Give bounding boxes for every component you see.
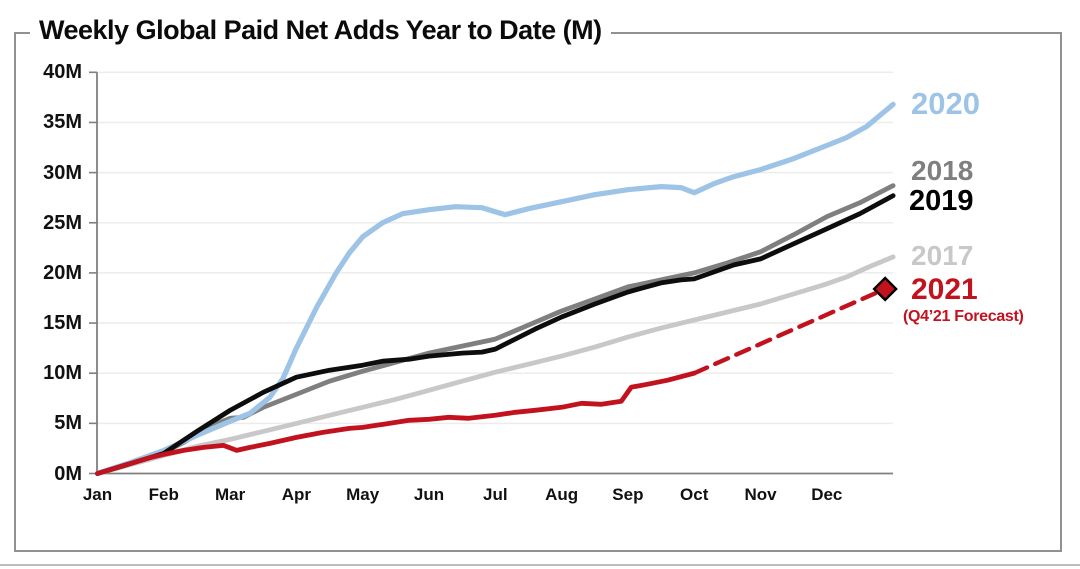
x-axis-tick-label: Jan	[82, 485, 113, 504]
y-axis-tick-label: 35M	[43, 111, 82, 134]
x-axis-tick-label: Feb	[148, 485, 179, 504]
y-axis-tick-label: 15M	[43, 312, 82, 335]
forecast-diamond-marker	[872, 276, 898, 302]
x-axis-tick-label: Jul	[483, 485, 508, 504]
y-axis-tick-label: 25M	[43, 211, 82, 234]
y-axis-tick-label: 30M	[43, 161, 82, 184]
series-line-2017	[95, 254, 896, 476]
series-line-2019	[95, 193, 896, 476]
series-line-2021	[95, 370, 697, 476]
x-axis-tick-label: Oct	[680, 485, 709, 504]
y-axis-tick-label: 40M	[43, 61, 82, 84]
y-axis-tick-label: 0M	[54, 462, 82, 485]
x-axis-tick-label: Mar	[214, 485, 246, 504]
x-axis-tick-label: Jun	[413, 485, 445, 504]
x-axis-tick-label: Sep	[612, 485, 644, 504]
x-axis-tick-label: May	[346, 485, 380, 504]
x-axis-tick-label: Aug	[545, 485, 579, 504]
y-axis-tick-label: 20M	[43, 261, 82, 284]
y-axis-tick-label: 10M	[43, 362, 82, 385]
x-axis-tick-label: Apr	[281, 485, 312, 504]
series-line-2021-forecast	[692, 286, 888, 376]
x-axis-tick-label: Nov	[744, 485, 777, 504]
y-axis-tick-label: 5M	[54, 412, 82, 435]
series-line-2020	[94, 101, 896, 477]
page-bottom-divider	[0, 564, 1080, 566]
chart-title: Weekly Global Paid Net Adds Year to Date…	[30, 15, 611, 46]
series-line-2018	[95, 183, 896, 476]
x-axis-tick-label: Dec	[811, 485, 843, 504]
